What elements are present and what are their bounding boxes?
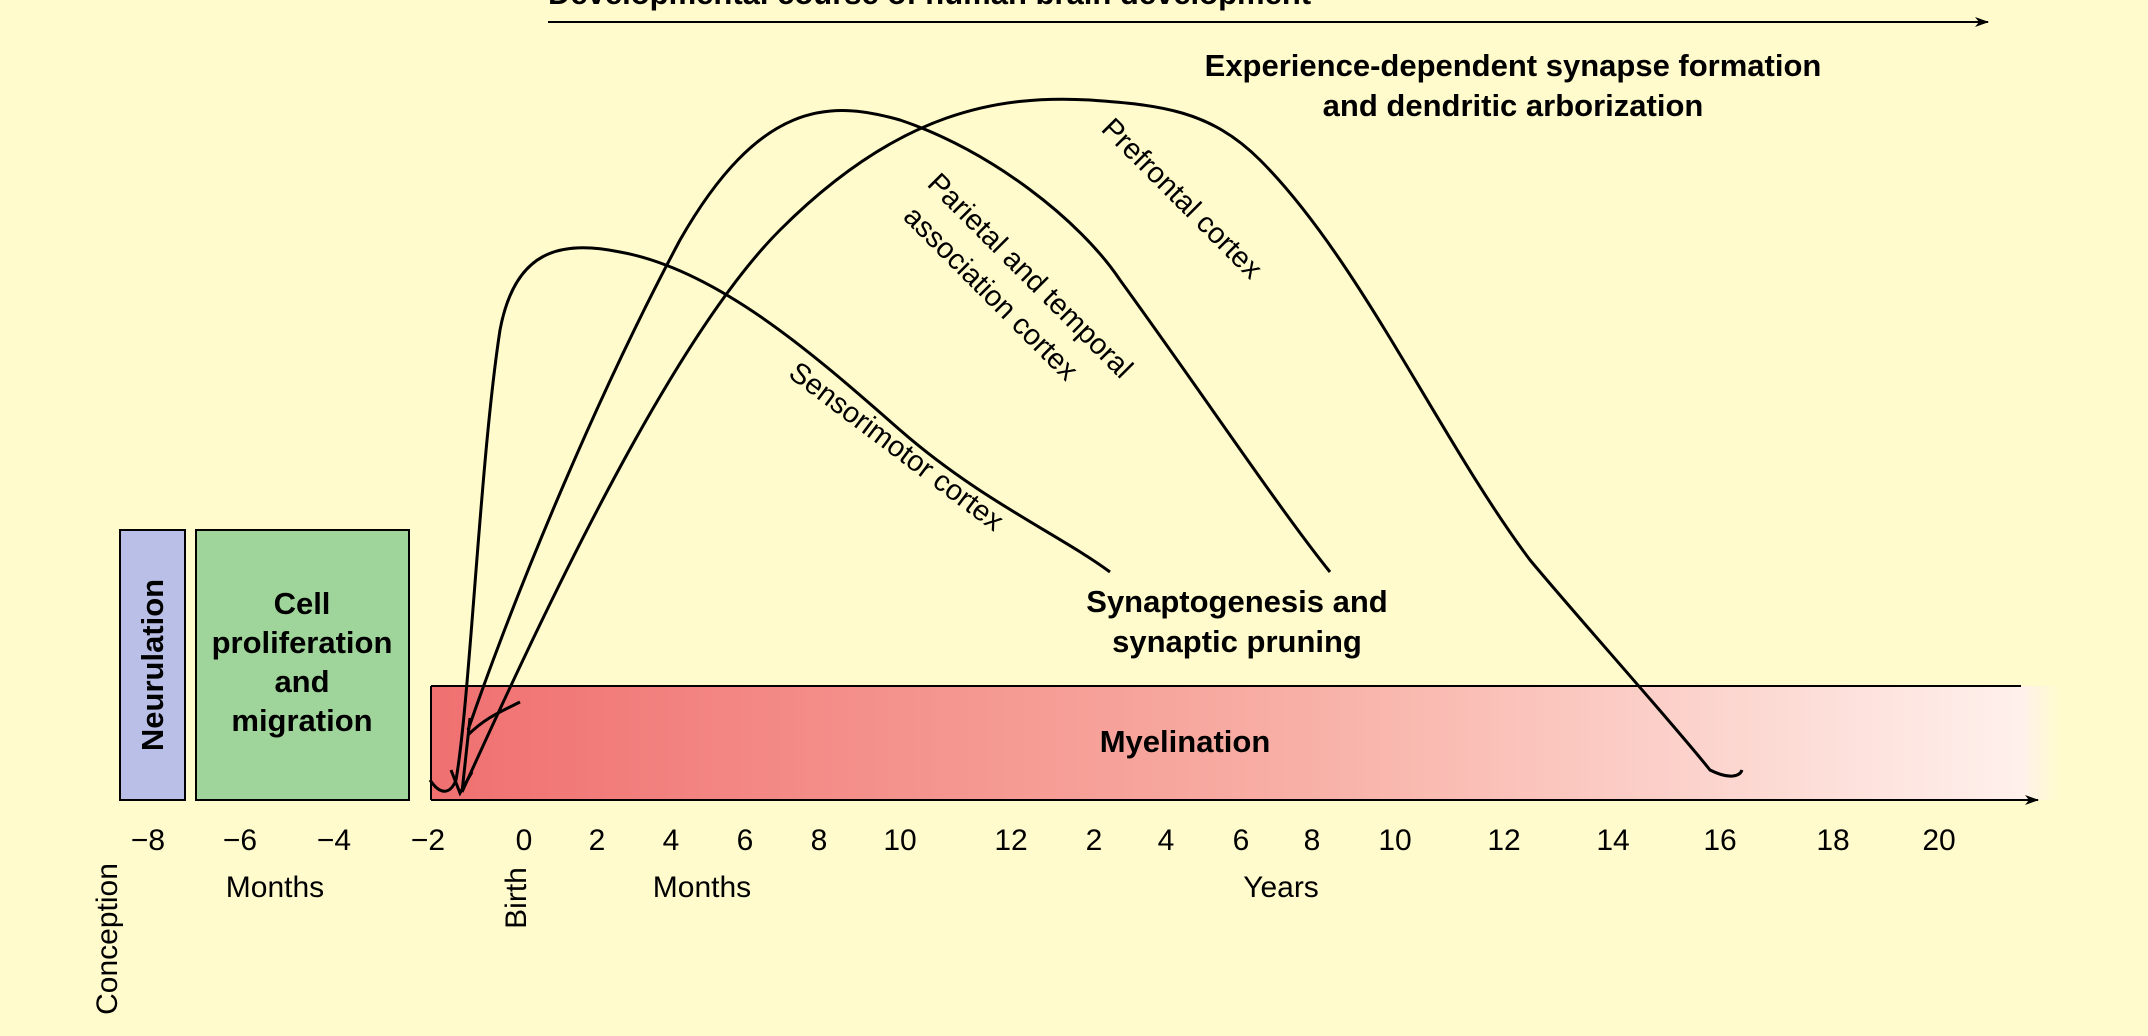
synaptogenesis-label-line1: Synaptogenesis and bbox=[1086, 584, 1387, 619]
tick-label: −2 bbox=[411, 824, 445, 857]
tick-label: −8 bbox=[131, 824, 165, 857]
sensorimotor-curve bbox=[428, 246, 1111, 793]
cell-proliferation-line2: proliferation bbox=[212, 625, 393, 660]
tick-label: 8 bbox=[1304, 824, 1321, 857]
tick-label: 14 bbox=[1596, 824, 1629, 857]
prefrontal-curve bbox=[460, 97, 1744, 793]
months-prenatal-label: Months bbox=[226, 871, 324, 904]
parietal-temporal-curve bbox=[466, 109, 1332, 731]
tick-label: 18 bbox=[1816, 824, 1849, 857]
diagram-title: Developmental course of human brain deve… bbox=[548, 0, 1311, 11]
origin-arrow bbox=[460, 717, 472, 793]
tick-label: 20 bbox=[1922, 824, 1955, 857]
tick-label: 2 bbox=[1086, 824, 1103, 857]
tick-label: 8 bbox=[811, 824, 828, 857]
tick-label: 4 bbox=[663, 824, 680, 857]
myelination-bar bbox=[431, 686, 2021, 800]
axis-ticks: −8 −6 −4 −2 0 2 4 6 8 10 12 2 4 6 8 10 1… bbox=[131, 824, 1956, 857]
birth-label: Birth bbox=[500, 867, 533, 929]
neurulation-box bbox=[119, 529, 186, 801]
months-postnatal-label: Months bbox=[653, 871, 751, 904]
cell-proliferation-line1: Cell bbox=[274, 586, 331, 621]
tick-label: −6 bbox=[223, 824, 257, 857]
tick-label: −4 bbox=[317, 824, 351, 857]
myelination-fade bbox=[2021, 686, 2061, 800]
tick-label: 10 bbox=[1378, 824, 1411, 857]
synaptogenesis-label-line2: synaptic pruning bbox=[1112, 624, 1362, 659]
origin-hook bbox=[466, 700, 521, 737]
conception-label: Conception bbox=[91, 863, 124, 1015]
tick-label: 16 bbox=[1703, 824, 1736, 857]
sensorimotor-label: Sensorimotor cortex bbox=[783, 356, 1010, 538]
tick-label: 2 bbox=[589, 824, 606, 857]
myelination-label: Myelination bbox=[1100, 724, 1271, 759]
tick-label: 0 bbox=[516, 824, 533, 857]
experience-label-line2: and dendritic arborization bbox=[1323, 88, 1704, 123]
years-label: Years bbox=[1243, 871, 1319, 904]
cell-proliferation-box bbox=[195, 529, 410, 801]
tick-label: 4 bbox=[1158, 824, 1175, 857]
origin-arrowhead bbox=[449, 769, 474, 797]
cell-proliferation-line3: and bbox=[274, 664, 329, 699]
tick-label: 10 bbox=[883, 824, 916, 857]
prefrontal-label: Prefrontal cortex bbox=[1095, 112, 1268, 285]
tick-label: 6 bbox=[1233, 824, 1250, 857]
tick-label: 12 bbox=[1487, 824, 1520, 857]
experience-label-line1: Experience-dependent synapse formation bbox=[1205, 48, 1822, 83]
cell-proliferation-line4: migration bbox=[231, 703, 372, 738]
neurulation-label: Neurulation bbox=[135, 579, 170, 751]
tick-label: 12 bbox=[994, 824, 1027, 857]
tick-label: 6 bbox=[737, 824, 754, 857]
